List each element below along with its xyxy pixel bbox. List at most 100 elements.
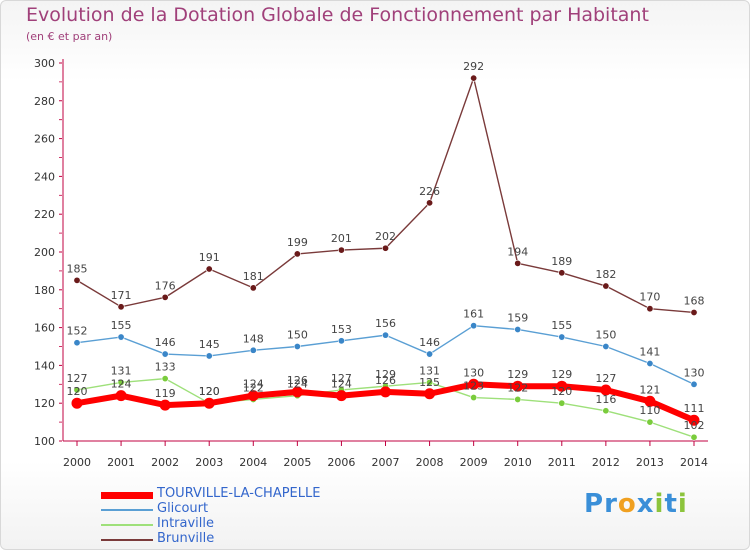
data-label: 131 <box>419 364 440 377</box>
data-label: 150 <box>595 329 616 342</box>
data-point <box>73 339 81 347</box>
data-point <box>424 388 436 400</box>
data-label: 116 <box>595 393 616 406</box>
x-tick-label: 2011 <box>548 456 576 469</box>
chart-subtitle: (en € et par an) <box>26 30 113 43</box>
y-tick-label: 280 <box>34 95 55 108</box>
series-brunville <box>73 74 698 316</box>
data-point <box>558 269 566 277</box>
data-label: 156 <box>375 317 396 330</box>
data-label: 182 <box>595 268 616 281</box>
logo-letter: x <box>636 489 655 519</box>
y-tick-label: 140 <box>34 359 55 372</box>
data-point <box>688 414 700 426</box>
data-point <box>381 244 389 252</box>
y-tick-label: 160 <box>34 322 55 335</box>
data-label: 199 <box>287 236 308 249</box>
logo-letter: o <box>617 489 637 519</box>
legend-item: Glicourt <box>101 501 361 517</box>
data-label: 130 <box>463 366 484 379</box>
y-tick-label: 260 <box>34 133 55 146</box>
data-point <box>117 303 125 311</box>
data-label: 202 <box>375 230 396 243</box>
data-point <box>159 399 171 411</box>
data-label: 161 <box>463 308 484 321</box>
proxiti-logo: Proxiti <box>584 489 688 519</box>
data-point <box>600 384 612 396</box>
data-point <box>690 308 698 316</box>
data-point <box>161 293 169 301</box>
data-point <box>602 342 610 350</box>
data-point <box>558 399 566 407</box>
legend: TOURVILLE-LA-CHAPELLE Glicourt Intraville B… <box>101 486 361 547</box>
series-glicourt <box>73 322 698 388</box>
legend-swatch <box>101 492 153 499</box>
data-point <box>646 360 654 368</box>
data-point <box>161 350 169 358</box>
x-tick-label: 2012 <box>592 456 620 469</box>
logo-letter: i <box>677 489 688 519</box>
data-label: 194 <box>507 245 528 258</box>
series-lines <box>71 74 700 441</box>
logo-letter: i <box>654 489 665 519</box>
data-point <box>73 276 81 284</box>
data-label: 150 <box>287 329 308 342</box>
legend-swatch <box>101 539 153 541</box>
data-label: 131 <box>111 364 132 377</box>
data-label: 111 <box>684 402 705 415</box>
y-tick-label: 300 <box>34 57 55 70</box>
x-tick-label: 2007 <box>372 456 400 469</box>
data-point <box>512 380 524 392</box>
data-point <box>602 282 610 290</box>
data-label: 124 <box>111 378 132 391</box>
data-label: 148 <box>243 332 264 345</box>
logo-letter: t <box>664 489 678 519</box>
series-intraville <box>73 375 698 441</box>
legend-label: Intraville <box>157 516 215 531</box>
data-point <box>161 375 169 383</box>
data-label: 124 <box>331 378 352 391</box>
data-point <box>380 386 391 398</box>
data-label: 171 <box>111 289 132 302</box>
data-label: 120 <box>67 385 88 398</box>
data-label: 124 <box>243 378 264 391</box>
y-tick-label: 120 <box>34 397 55 410</box>
x-tick-label: 2006 <box>327 456 355 469</box>
data-point <box>203 397 215 409</box>
data-point <box>335 390 347 402</box>
data-label: 130 <box>684 366 705 379</box>
data-label: 201 <box>331 232 352 245</box>
data-point <box>602 407 610 415</box>
y-tick-label: 180 <box>34 284 55 297</box>
data-point <box>337 337 345 345</box>
data-point <box>247 390 259 402</box>
data-label: 127 <box>331 372 352 385</box>
data-label: 185 <box>67 262 88 275</box>
legend-swatch <box>101 524 153 526</box>
data-point <box>115 390 127 402</box>
data-label: 152 <box>67 325 88 338</box>
x-tick-label: 2008 <box>416 456 444 469</box>
x-tick-label: 2005 <box>283 456 311 469</box>
data-label: 120 <box>199 385 220 398</box>
data-label: 119 <box>155 387 176 400</box>
y-tick-label: 100 <box>34 435 55 448</box>
legend-item: TOURVILLE-LA-CHAPELLE <box>101 486 361 502</box>
data-point <box>514 259 522 267</box>
data-point <box>337 246 345 254</box>
data-point <box>468 378 480 390</box>
data-point <box>690 433 698 441</box>
logo-letter: P <box>584 489 605 519</box>
x-tick-label: 2013 <box>636 456 664 469</box>
data-label: 191 <box>199 251 220 264</box>
legend-swatch <box>101 509 153 511</box>
chart-title: Evolution de la Dotation Globale de Fonc… <box>26 4 649 26</box>
data-point <box>381 331 389 339</box>
data-label: 122 <box>243 381 264 394</box>
data-point <box>646 305 654 313</box>
data-point <box>205 265 213 273</box>
y-tick-label: 240 <box>34 170 55 183</box>
data-label: 189 <box>551 255 572 268</box>
data-label: 121 <box>639 383 660 396</box>
data-label: 126 <box>375 374 396 387</box>
